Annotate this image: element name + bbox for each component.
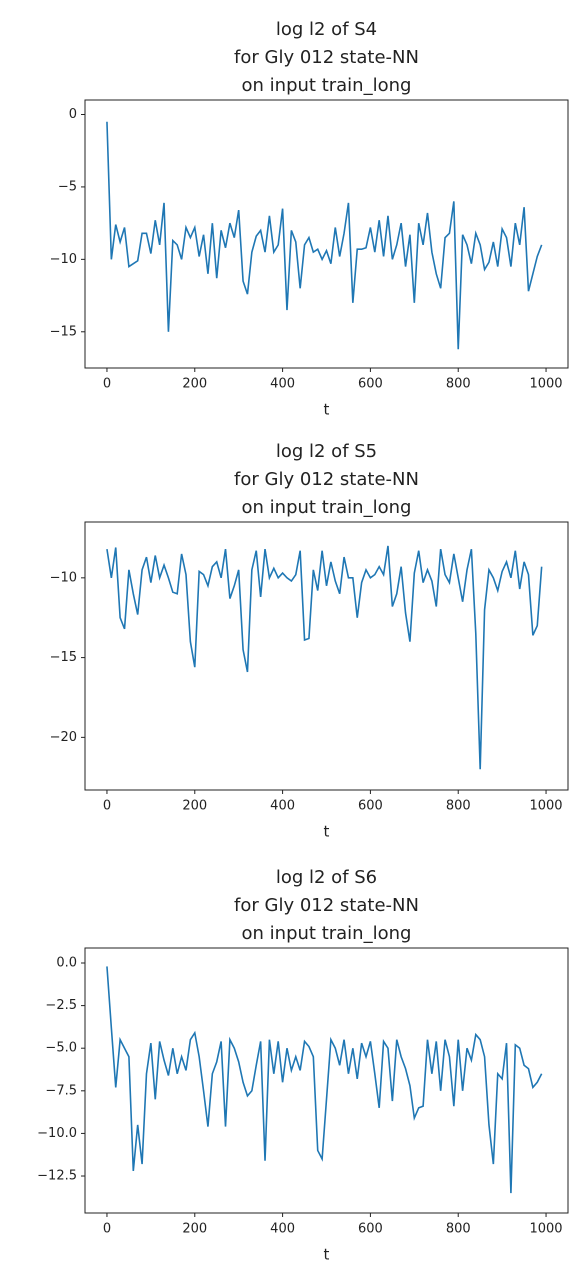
chart-title: log l2 of S6 bbox=[276, 867, 377, 888]
plot-frame bbox=[84, 947, 569, 1214]
chart-title: on input train_long bbox=[242, 75, 412, 96]
chart-title: on input train_long bbox=[242, 497, 412, 518]
x-tick-label: 200 bbox=[182, 1222, 207, 1237]
chart-title: on input train_long bbox=[242, 923, 412, 944]
x-tick-label: 1000 bbox=[529, 799, 562, 814]
x-tick-label: 1000 bbox=[529, 1222, 562, 1237]
y-tick-label: −15 bbox=[50, 650, 77, 665]
chart-title: log l2 of S4 bbox=[276, 19, 377, 40]
y-tick-label: −10 bbox=[50, 252, 77, 267]
x-tick-label: 800 bbox=[446, 1222, 471, 1237]
plot-frame bbox=[84, 521, 569, 791]
y-tick-label: 0.0 bbox=[56, 955, 77, 970]
y-tick-label: −20 bbox=[50, 730, 77, 745]
x-axis-label: t bbox=[324, 401, 330, 419]
x-tick-label: 400 bbox=[270, 1222, 295, 1237]
y-tick-label: −5.0 bbox=[45, 1041, 77, 1056]
x-tick-label: 0 bbox=[103, 377, 111, 392]
chart-title: log l2 of S5 bbox=[276, 441, 377, 462]
x-tick-label: 600 bbox=[358, 377, 383, 392]
y-tick-label: 0 bbox=[69, 107, 77, 122]
line-series bbox=[106, 545, 543, 770]
chart-title: for Gly 012 state-NN bbox=[234, 469, 419, 490]
line-series bbox=[106, 966, 543, 1194]
y-tick-label: −10.0 bbox=[37, 1126, 77, 1141]
line-series bbox=[106, 121, 543, 350]
x-tick-label: 0 bbox=[103, 1222, 111, 1237]
x-axis-label: t bbox=[324, 823, 330, 841]
x-tick-label: 0 bbox=[103, 799, 111, 814]
x-axis-label: t bbox=[324, 1246, 330, 1264]
y-tick-label: −15 bbox=[50, 324, 77, 339]
x-tick-label: 1000 bbox=[529, 377, 562, 392]
x-tick-label: 400 bbox=[270, 799, 295, 814]
x-tick-label: 200 bbox=[182, 377, 207, 392]
y-tick-label: −2.5 bbox=[45, 998, 77, 1013]
chart-title: for Gly 012 state-NN bbox=[234, 47, 419, 68]
x-tick-label: 800 bbox=[446, 377, 471, 392]
x-tick-label: 600 bbox=[358, 799, 383, 814]
x-tick-label: 400 bbox=[270, 377, 295, 392]
chart-title: for Gly 012 state-NN bbox=[234, 895, 419, 916]
x-tick-label: 600 bbox=[358, 1222, 383, 1237]
y-tick-label: −5 bbox=[58, 179, 77, 194]
x-tick-label: 800 bbox=[446, 799, 471, 814]
y-tick-label: −12.5 bbox=[37, 1169, 77, 1184]
plot-frame bbox=[84, 99, 569, 369]
x-tick-label: 200 bbox=[182, 799, 207, 814]
y-tick-label: −7.5 bbox=[45, 1083, 77, 1098]
y-tick-label: −10 bbox=[50, 570, 77, 585]
